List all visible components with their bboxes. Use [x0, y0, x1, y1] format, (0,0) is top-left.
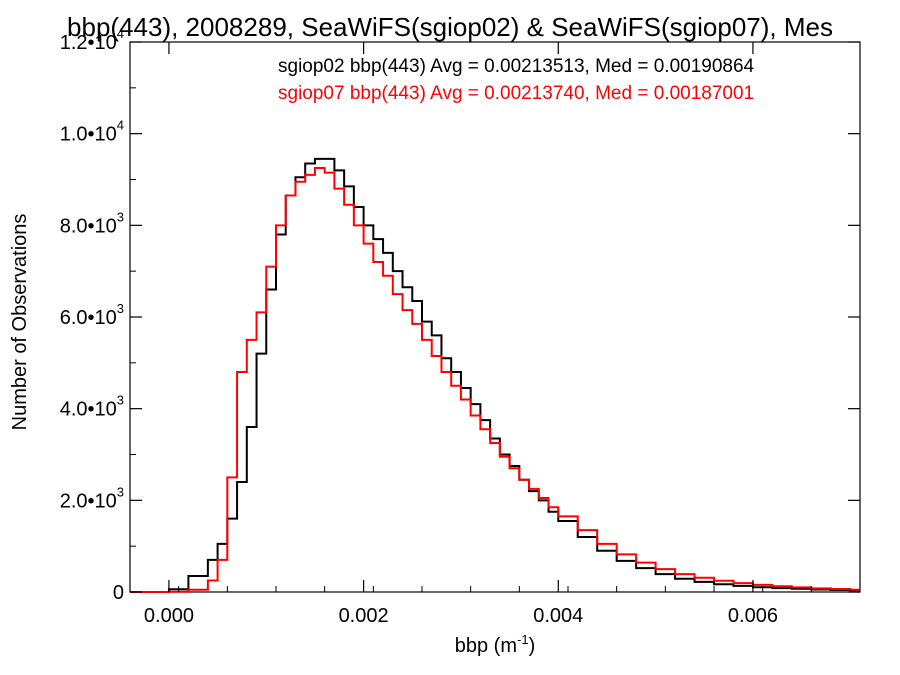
chart-title: bbp(443), 2008289, SeaWiFS(sgiop02) & Se…: [67, 12, 833, 42]
y-axis-label: Number of Observations: [9, 214, 31, 431]
y-tick-label: 1.0•104: [60, 118, 124, 146]
x-tick-label: 0.000: [144, 605, 194, 627]
legend: sgiop02 bbp(443) Avg = 0.00213513, Med =…: [278, 56, 755, 104]
x-tick-label: 0.004: [533, 605, 583, 627]
legend-entry-1: sgiop02 bbp(443) Avg = 0.00213513, Med =…: [278, 56, 755, 77]
y-axis-ticks: 0 2.0•103 4.0•103 6.0•103 8.0•103 1.0•104 1.2•…: [60, 26, 860, 604]
y-tick-label: 2.0•103: [60, 484, 124, 512]
series-line-2: [130, 167, 860, 593]
x-tick-label: 0.002: [339, 605, 389, 627]
x-tick-label: 0.006: [728, 605, 778, 627]
y-tick-label: 0: [113, 582, 124, 604]
y-tick-label: 6.0•103: [60, 301, 124, 329]
legend-entry-2: sgiop07 bbp(443) Avg = 0.00213740, Med =…: [278, 83, 754, 104]
plot-frame: [129, 41, 861, 593]
x-axis-label: bbp (m-1): [455, 632, 535, 657]
x-axis-ticks: 0.000 0.002 0.004 0.006: [129, 42, 812, 627]
series-line-1: [130, 157, 860, 593]
series-layer: [130, 157, 860, 593]
y-tick-label: 1.2•104: [60, 26, 124, 54]
y-tick-label: 4.0•103: [60, 393, 124, 421]
y-tick-label: 8.0•103: [60, 209, 124, 237]
